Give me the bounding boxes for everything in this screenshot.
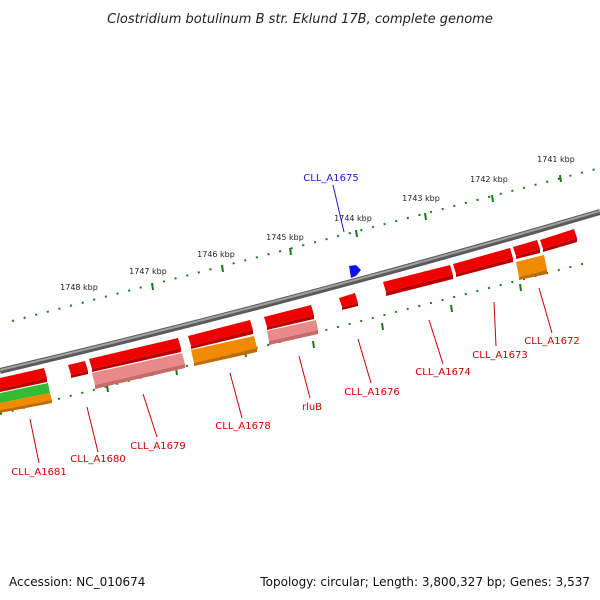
scale-label-1746: 1746 kbp bbox=[197, 250, 235, 259]
scale-label-1742: 1742 kbp bbox=[470, 175, 508, 184]
orange-feature[interactable] bbox=[516, 255, 547, 280]
outer-scale-track bbox=[11, 167, 600, 322]
major-tick bbox=[424, 212, 427, 221]
major-tick bbox=[106, 384, 109, 393]
scale-label-1741: 1741 kbp bbox=[537, 155, 575, 164]
gene-CLL_A1673[interactable] bbox=[453, 240, 540, 277]
orange-feature[interactable] bbox=[191, 336, 257, 366]
topology-label: Topology: circular; Length: 3,800,327 bp… bbox=[259, 575, 590, 589]
major-tick bbox=[450, 304, 453, 313]
scale-label-1745: 1745 kbp bbox=[266, 233, 304, 242]
gene-CLL_A1674[interactable] bbox=[383, 265, 453, 296]
gene-label-CLL_A1674[interactable]: CLL_A1674 bbox=[415, 367, 470, 378]
gene-label-CLL_A1678[interactable]: CLL_A1678 bbox=[215, 421, 270, 432]
pink-feature[interactable] bbox=[92, 353, 185, 389]
green-feature[interactable] bbox=[0, 383, 50, 403]
gene-CLL_A1680[interactable] bbox=[68, 361, 88, 378]
gene-label-CLL_A1676[interactable]: CLL_A1676 bbox=[344, 387, 399, 398]
gene-CLL_A1678[interactable] bbox=[188, 320, 253, 349]
scale-label-1748: 1748 kbp bbox=[60, 283, 98, 292]
major-tick bbox=[289, 247, 292, 256]
forward-strand-genes bbox=[0, 229, 577, 392]
accession-label: Accession: NC_010674 bbox=[9, 575, 145, 589]
gene-label-CLL_A1680[interactable]: CLL_A1680 bbox=[70, 454, 125, 465]
pink-feature[interactable] bbox=[267, 320, 318, 345]
lower-track-features bbox=[0, 255, 547, 413]
major-tick bbox=[221, 264, 224, 273]
major-tick bbox=[355, 229, 358, 238]
gene-CLL_A1679[interactable] bbox=[89, 338, 181, 372]
major-tick bbox=[559, 174, 562, 183]
orange-feature[interactable] bbox=[0, 393, 52, 413]
outer-scale-major-ticks bbox=[151, 174, 562, 291]
gene-CLL_A1672[interactable] bbox=[540, 229, 577, 252]
gene-label-rluB[interactable]: rluB bbox=[302, 402, 322, 413]
major-tick bbox=[151, 282, 154, 291]
gene-CLL_A1681[interactable] bbox=[0, 368, 47, 392]
major-tick bbox=[381, 322, 384, 331]
map-title: Clostridium botulinum B str. Eklund 17B,… bbox=[107, 12, 493, 27]
gene-label-CLL_A1675[interactable]: CLL_A1675 bbox=[303, 173, 358, 184]
scale-label-1747: 1747 kbp bbox=[129, 267, 167, 276]
label-leader-lines bbox=[29, 184, 553, 464]
gene-CLL_A1675-marker[interactable] bbox=[349, 265, 361, 278]
scale-label-1743: 1743 kbp bbox=[402, 194, 440, 203]
major-tick bbox=[519, 283, 522, 292]
scale-label-1744: 1744 kbp bbox=[334, 214, 372, 223]
gene-label-CLL_A1672[interactable]: CLL_A1672 bbox=[524, 336, 579, 347]
gene-label-CLL_A1679[interactable]: CLL_A1679 bbox=[130, 441, 185, 452]
gene-CLL_A1676[interactable] bbox=[339, 293, 358, 310]
major-tick bbox=[312, 340, 315, 349]
major-tick bbox=[491, 194, 494, 203]
gene-label-CLL_A1673[interactable]: CLL_A1673 bbox=[472, 350, 527, 361]
gene-rluB[interactable] bbox=[264, 305, 314, 330]
gene-label-CLL_A1681[interactable]: CLL_A1681 bbox=[11, 467, 66, 478]
gene-labels: CLL_A1672 CLL_A1673 CLL_A1674 CLL_A1675 … bbox=[11, 173, 579, 478]
scale-labels: 1741 kbp 1742 kbp 1743 kbp 1744 kbp 1745… bbox=[60, 155, 575, 292]
genome-backbone bbox=[0, 209, 600, 374]
